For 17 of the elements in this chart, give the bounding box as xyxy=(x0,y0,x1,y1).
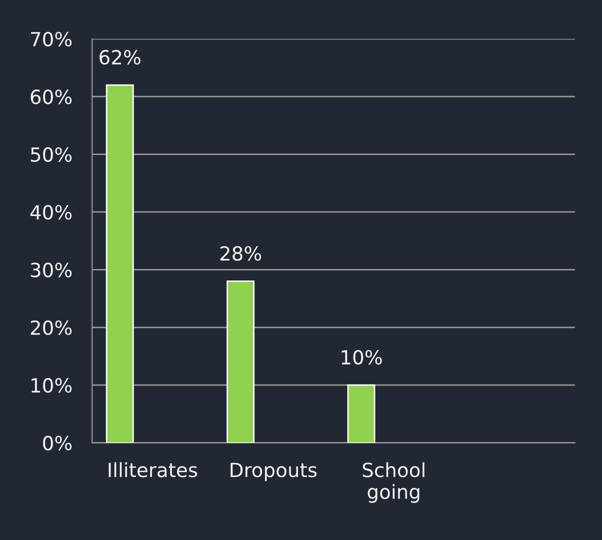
x-tick-label: Dropouts xyxy=(230,462,317,482)
data-label: 62% xyxy=(100,50,140,65)
data-label: 28% xyxy=(220,246,262,261)
y-tick-label: 20% xyxy=(30,320,72,336)
bar xyxy=(347,384,376,443)
y-tick-label: 30% xyxy=(30,262,72,278)
y-tick-label: 40% xyxy=(30,204,72,220)
y-tick-label: 0% xyxy=(43,436,72,450)
y-tick-label: 10% xyxy=(32,378,72,393)
bar xyxy=(106,84,134,443)
y-tick-label: 50% xyxy=(30,147,72,162)
data-label: 10% xyxy=(342,350,382,365)
x-tick-label: Illiterates xyxy=(108,462,198,478)
bar xyxy=(226,280,255,443)
x-tick-label: School going xyxy=(362,462,424,503)
y-tick-label: 60% xyxy=(30,90,72,104)
y-tick-label: 70% xyxy=(31,32,72,47)
